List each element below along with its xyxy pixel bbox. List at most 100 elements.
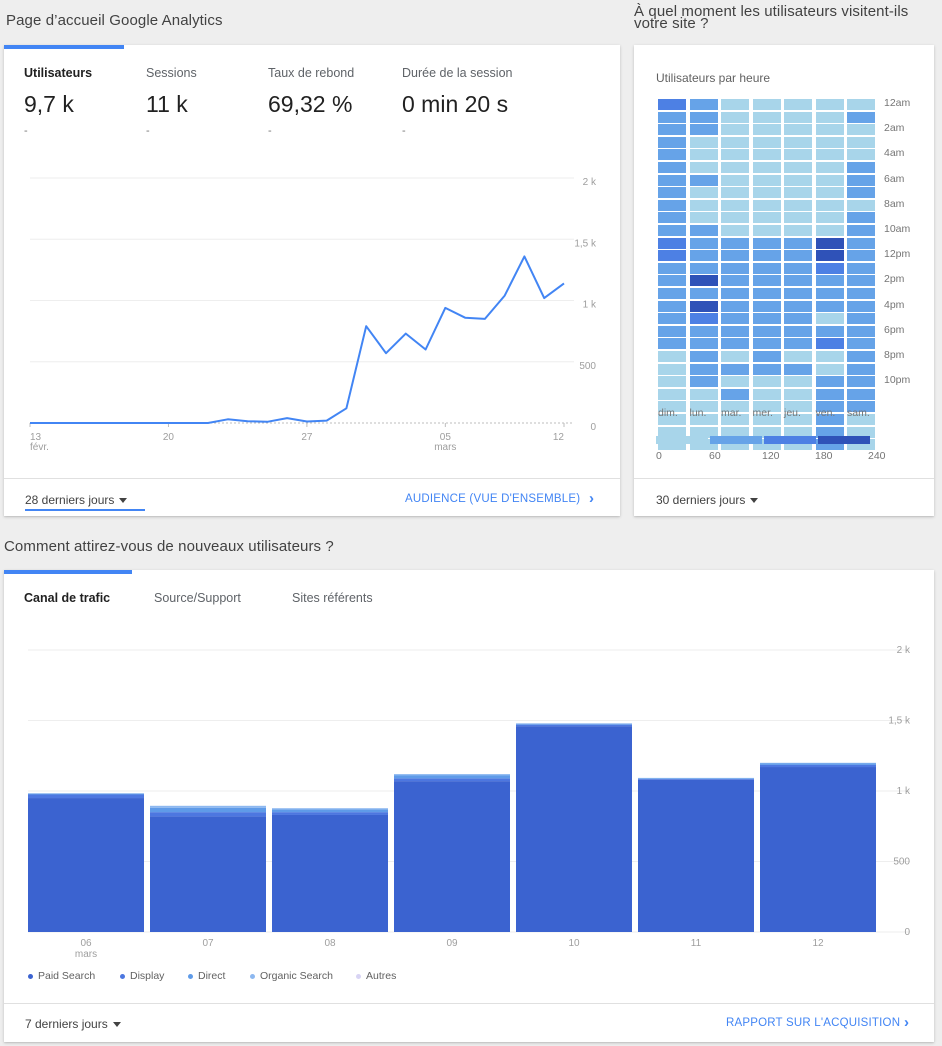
heatmap-cell[interactable] (784, 262, 812, 274)
acquisition-report-link[interactable]: RAPPORT SUR L'ACQUISITION (726, 1017, 901, 1029)
heatmap-cell[interactable] (689, 439, 718, 451)
heatmap-cell[interactable] (658, 237, 686, 249)
bar-segment[interactable] (150, 805, 266, 808)
heatmap-cell[interactable] (658, 250, 686, 262)
heatmap-cell[interactable] (784, 414, 812, 425)
heatmap-cell[interactable] (815, 288, 844, 299)
heatmap-cell[interactable] (721, 262, 749, 274)
heatmap-cell[interactable] (815, 300, 844, 312)
heatmap-cell[interactable] (847, 426, 875, 438)
heatmap-cell[interactable] (658, 439, 686, 451)
heatmap-cell[interactable] (752, 275, 781, 287)
heatmap-cell[interactable] (752, 174, 781, 186)
heatmap-cell[interactable] (815, 212, 844, 224)
heatmap-cell[interactable] (689, 325, 718, 337)
heatmap-cell[interactable] (784, 225, 812, 236)
heatmap-cell[interactable] (847, 174, 875, 186)
metric-tab-users[interactable]: Utilisateurs (24, 66, 93, 80)
acquisition-date-range-selector[interactable]: 7 derniers jours (25, 1017, 121, 1031)
heatmap-date-range-selector[interactable]: 30 derniers jours (656, 493, 759, 507)
heatmap-cell[interactable] (815, 174, 844, 186)
heatmap-cell[interactable] (847, 325, 875, 337)
bar-segment[interactable] (394, 775, 510, 779)
heatmap-cell[interactable] (752, 351, 781, 362)
overview-date-range-selector[interactable]: 28 derniers jours (25, 493, 128, 507)
bar-segment[interactable] (394, 781, 510, 932)
heatmap-cell[interactable] (658, 199, 686, 211)
heatmap-cell[interactable] (815, 250, 844, 262)
bar-segment[interactable] (28, 794, 144, 799)
heatmap-cell[interactable] (658, 325, 686, 337)
heatmap-cell[interactable] (815, 388, 844, 400)
heatmap-cell[interactable] (658, 262, 686, 274)
heatmap-cell[interactable] (784, 124, 812, 136)
heatmap-cell[interactable] (847, 250, 875, 262)
heatmap-cell[interactable] (847, 300, 875, 312)
bar-segment[interactable] (272, 814, 388, 932)
heatmap-cell[interactable] (815, 199, 844, 211)
heatmap-cell[interactable] (721, 136, 749, 148)
heatmap-cell[interactable] (847, 199, 875, 211)
heatmap-cell[interactable] (847, 288, 875, 299)
heatmap-cell[interactable] (847, 162, 875, 173)
heatmap-cell[interactable] (658, 149, 686, 161)
heatmap-cell[interactable] (847, 237, 875, 249)
heatmap-cell[interactable] (689, 212, 718, 224)
heatmap-cell[interactable] (815, 162, 844, 173)
heatmap-cell[interactable] (721, 174, 749, 186)
heatmap-cell[interactable] (721, 250, 749, 262)
heatmap-cell[interactable] (721, 237, 749, 249)
heatmap-cell[interactable] (847, 351, 875, 362)
bar-segment[interactable] (28, 798, 144, 932)
heatmap-cell[interactable] (689, 262, 718, 274)
heatmap-cell[interactable] (689, 149, 718, 161)
chevron-right-icon[interactable]: › (589, 490, 594, 507)
heatmap-cell[interactable] (784, 401, 812, 413)
heatmap-cell[interactable] (721, 124, 749, 136)
legend-item[interactable]: Paid Search (28, 970, 95, 982)
heatmap-cell[interactable] (658, 338, 686, 350)
heatmap-cell[interactable] (847, 275, 875, 287)
metric-tab-bounce-rate[interactable]: Taux de rebond (268, 66, 355, 80)
heatmap-cell[interactable] (847, 401, 875, 413)
heatmap-cell[interactable] (658, 300, 686, 312)
heatmap-cell[interactable] (658, 212, 686, 224)
heatmap-cell[interactable] (721, 275, 749, 287)
tab-referral-sites[interactable]: Sites référents (292, 591, 373, 605)
bar-segment[interactable] (272, 808, 388, 810)
heatmap-cell[interactable] (689, 136, 718, 148)
heatmap-cell[interactable] (689, 199, 718, 211)
heatmap-cell[interactable] (847, 439, 875, 451)
bar-segment[interactable] (760, 763, 876, 765)
legend-item[interactable]: Organic Search (250, 970, 333, 982)
heatmap-cell[interactable] (752, 414, 781, 425)
heatmap-cell[interactable] (721, 376, 749, 388)
heatmap-cell[interactable] (689, 225, 718, 236)
heatmap-cell[interactable] (815, 363, 844, 375)
heatmap-cell[interactable] (752, 136, 781, 148)
bar-segment[interactable] (638, 779, 754, 780)
bar-segment[interactable] (394, 774, 510, 776)
heatmap-cell[interactable] (721, 111, 749, 123)
bar-segment[interactable] (150, 816, 266, 932)
heatmap-cell[interactable] (784, 187, 812, 199)
heatmap-cell[interactable] (784, 149, 812, 161)
legend-item[interactable]: Autres (356, 970, 396, 982)
heatmap-cell[interactable] (784, 237, 812, 249)
heatmap-cell[interactable] (784, 300, 812, 312)
chevron-right-icon[interactable]: › (904, 1014, 909, 1031)
audience-overview-link[interactable]: AUDIENCE (VUE D'ENSEMBLE) (405, 493, 581, 505)
bar-segment[interactable] (150, 807, 266, 813)
heatmap-cell[interactable] (847, 262, 875, 274)
heatmap-cell[interactable] (847, 136, 875, 148)
heatmap-cell[interactable] (815, 99, 844, 110)
heatmap-cell[interactable] (752, 262, 781, 274)
heatmap-cell[interactable] (815, 237, 844, 249)
heatmap-cell[interactable] (784, 162, 812, 173)
heatmap-cell[interactable] (752, 212, 781, 224)
heatmap-cell[interactable] (752, 124, 781, 136)
heatmap-cell[interactable] (721, 300, 749, 312)
heatmap-cell[interactable] (689, 426, 718, 438)
heatmap-cell[interactable] (689, 174, 718, 186)
heatmap-cell[interactable] (689, 376, 718, 388)
